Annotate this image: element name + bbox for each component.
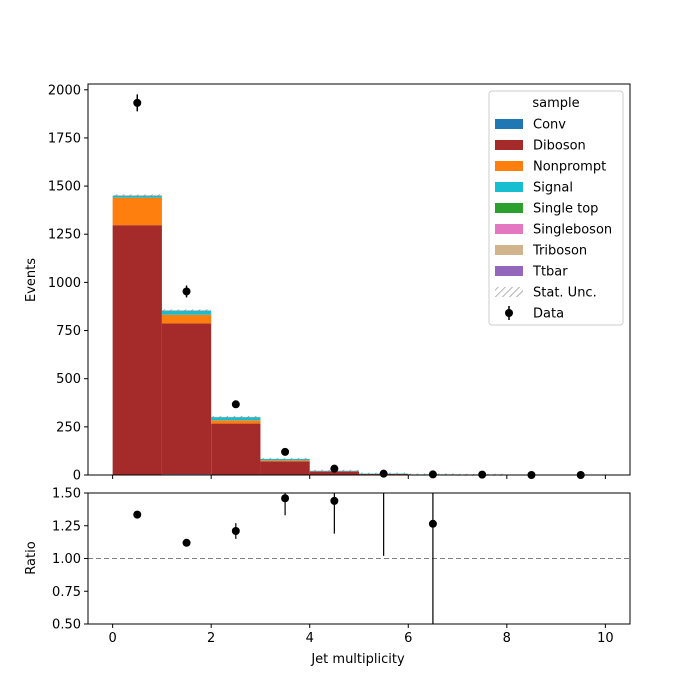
legend-swatch <box>495 224 523 234</box>
legend-entry-label: Single top <box>533 202 598 217</box>
ratio-point <box>330 496 339 505</box>
ratio-x-tick-label: 8 <box>503 631 511 646</box>
ratio-point <box>231 526 240 535</box>
bar-diboson <box>309 471 359 475</box>
legend-swatch <box>495 119 523 129</box>
bar-nonprompt <box>260 460 310 462</box>
bar-diboson <box>112 225 162 475</box>
data-point <box>428 470 437 479</box>
main-y-tick-label: 500 <box>56 372 81 387</box>
bar-signal <box>211 417 261 421</box>
legend: sample Conv Diboson Nonprompt Signal Single t… <box>488 90 624 326</box>
legend-swatch <box>495 245 523 255</box>
main-y-tick-label: 1250 <box>48 228 81 243</box>
ratio-x-tick-label: 4 <box>306 631 314 646</box>
ratio-x-tick-label: 10 <box>597 631 614 646</box>
data-point <box>281 447 290 456</box>
ratio-panel: 0.50 0.75 1.00 1.25 1.50 0 2 4 6 8 10 Ratio Jet m… <box>24 487 631 667</box>
bar-diboson <box>260 461 310 475</box>
ratio-y-axis-label: Ratio <box>24 541 39 574</box>
bar-signal <box>112 195 162 198</box>
data-point <box>379 469 388 478</box>
legend-entry-label: Stat. Unc. <box>533 286 597 301</box>
legend-swatch <box>495 161 523 171</box>
main-y-tick-label: 0 <box>73 469 81 484</box>
legend-entry-label: Diboson <box>533 139 586 154</box>
legend-entry-label: Triboson <box>532 244 587 259</box>
stat-unc-band <box>211 415 261 418</box>
legend-swatch <box>495 203 523 213</box>
main-y-ticks: 0 250 500 750 1000 1250 1500 1750 2000 <box>48 83 88 484</box>
ratio-y-ticks: 0.50 0.75 1.00 1.25 1.50 <box>52 487 88 633</box>
main-y-tick-label: 250 <box>56 420 81 435</box>
ratio-x-tick-label: 2 <box>207 631 215 646</box>
ratio-point <box>428 519 437 528</box>
bar-nonprompt <box>211 420 261 424</box>
legend-entry-label: Conv <box>533 118 566 133</box>
legend-swatch <box>495 140 523 150</box>
stat-unc-band <box>161 309 212 312</box>
ratio-y-tick-label: 1.25 <box>52 519 81 534</box>
x-axis-label: Jet multiplicity <box>310 652 405 667</box>
bar-nonprompt <box>112 197 162 226</box>
ratio-points <box>133 493 437 624</box>
main-x-ticks <box>112 475 606 479</box>
legend-entry-label: Nonprompt <box>533 160 606 175</box>
data-point <box>182 287 191 296</box>
data-points <box>133 94 585 479</box>
legend-swatch <box>495 182 523 192</box>
main-y-tick-label: 1000 <box>48 276 81 291</box>
bar-diboson <box>211 423 261 475</box>
bar-nonprompt <box>161 314 212 324</box>
data-point <box>330 464 339 473</box>
stat-unc-band <box>112 194 162 197</box>
legend-entry-label: Ttbar <box>532 265 568 280</box>
bar-signal <box>161 310 212 315</box>
main-plot-frame <box>87 83 631 476</box>
ratio-y-tick-label: 0.50 <box>52 618 81 633</box>
legend-entry-label: Data <box>533 307 564 322</box>
ratio-y-tick-label: 0.75 <box>52 585 81 600</box>
legend-entry-label: Singleboson <box>533 223 612 238</box>
ratio-point <box>281 494 290 503</box>
ratio-plot-frame <box>87 492 631 625</box>
ratio-x-ticks: 0 2 4 6 8 10 <box>108 624 614 646</box>
data-point <box>231 400 240 409</box>
legend-swatch <box>495 266 523 276</box>
ratio-y-tick-label: 1.00 <box>52 552 81 567</box>
main-y-axis-label: Events <box>24 258 39 302</box>
main-y-tick-label: 750 <box>56 324 81 339</box>
legend-entry-label: Signal <box>533 181 573 196</box>
legend-swatch-hatch <box>495 287 523 297</box>
data-point <box>133 98 142 107</box>
ratio-point <box>182 538 191 547</box>
main-y-tick-label: 2000 <box>48 83 81 98</box>
ratio-x-tick-label: 0 <box>108 631 116 646</box>
stat-unc-band <box>260 457 310 460</box>
ratio-y-tick-label: 1.50 <box>52 487 81 502</box>
main-panel: 0 250 500 750 1000 1250 1500 1750 2000 Events sa… <box>24 83 631 484</box>
ratio-point <box>133 510 142 519</box>
ratio-x-tick-label: 6 <box>404 631 412 646</box>
bar-diboson <box>161 323 212 475</box>
legend-data-marker <box>505 309 513 317</box>
main-y-tick-label: 1750 <box>48 131 81 146</box>
legend-title: sample <box>532 96 579 111</box>
main-y-tick-label: 1500 <box>48 180 81 195</box>
